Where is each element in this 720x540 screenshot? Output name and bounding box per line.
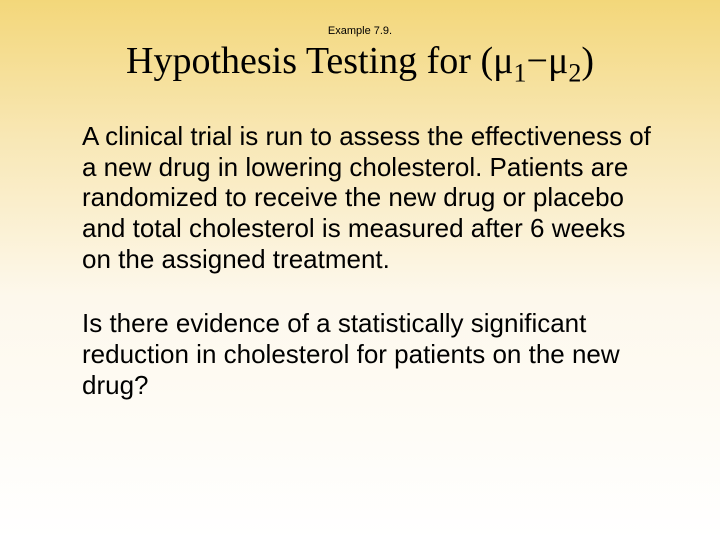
title-mu1: μ — [493, 40, 513, 82]
title-dash: − — [527, 40, 548, 82]
paragraph-2: Is there evidence of a statistically sig… — [82, 308, 660, 400]
title-suffix: ) — [581, 40, 594, 82]
title-sub2: 2 — [568, 59, 581, 88]
title-prefix: Hypothesis Testing for ( — [126, 40, 493, 82]
slide-container: Example 7.9. Hypothesis Testing for (μ1−… — [0, 0, 720, 540]
example-label: Example 7.9. — [50, 25, 670, 37]
title-mu2: μ — [548, 40, 568, 82]
paragraph-1: A clinical trial is run to assess the ef… — [82, 121, 660, 274]
slide-title: Hypothesis Testing for (μ1−μ2) — [50, 39, 670, 83]
title-sub1: 1 — [514, 59, 527, 88]
